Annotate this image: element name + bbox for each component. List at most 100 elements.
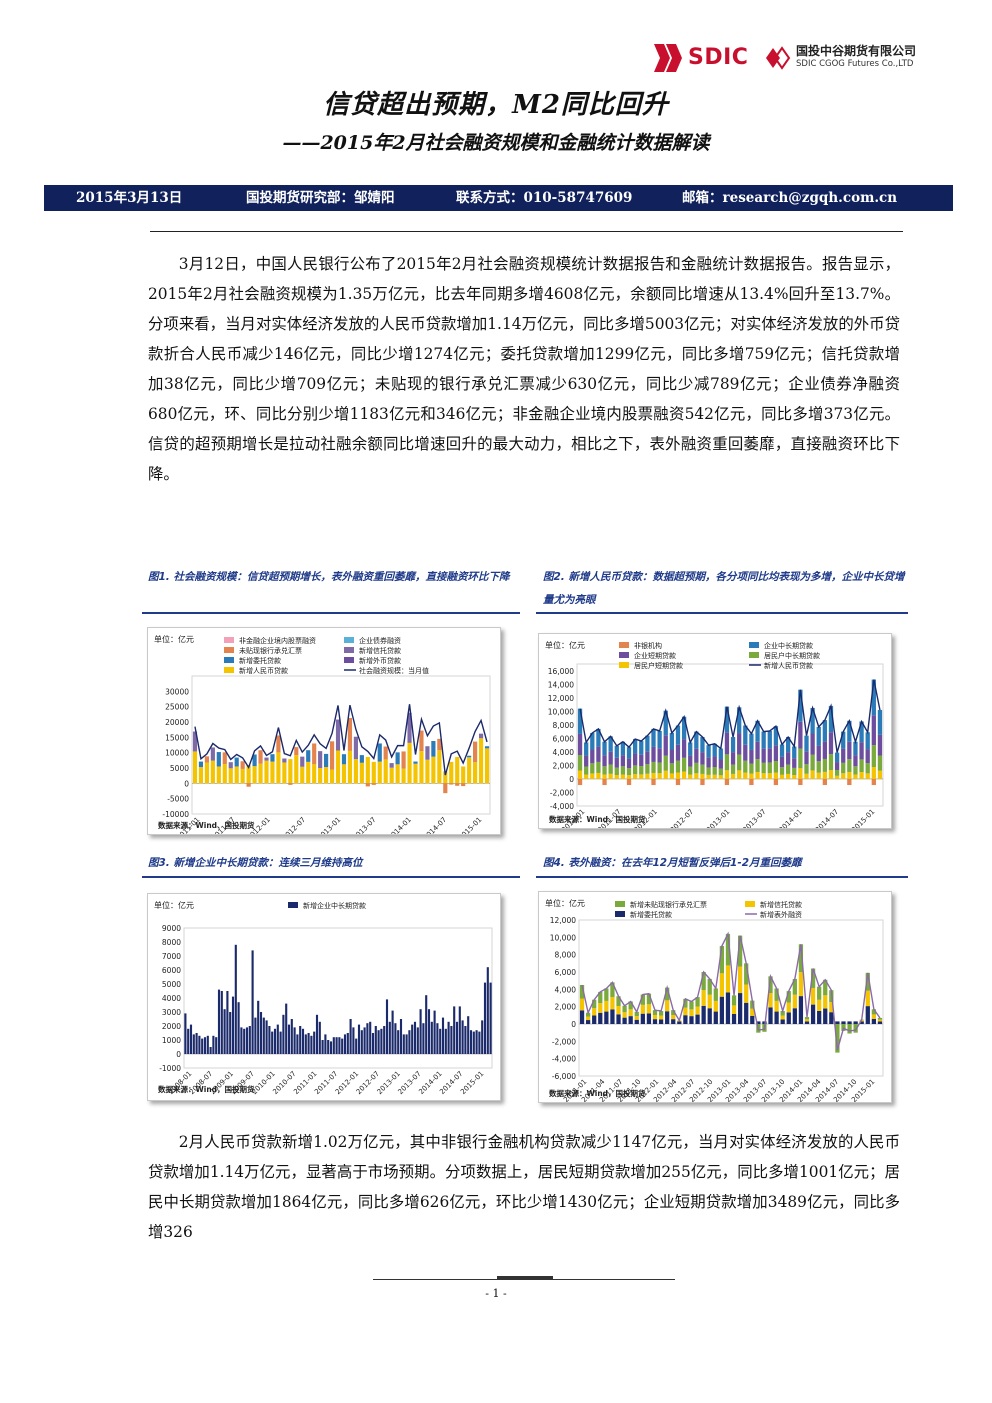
bar-off-balance	[437, 738, 442, 751]
bar-loan-component	[828, 705, 834, 733]
contact-email[interactable]: 邮箱：research@zgqh.com.cn	[682, 190, 898, 206]
bar-loan-component	[639, 774, 644, 779]
line-new-rmb-loans	[579, 679, 881, 753]
y-tick-label: 2000	[162, 1022, 181, 1031]
bar-loan-component	[608, 773, 613, 779]
bar-loan-component	[785, 773, 791, 779]
bar-corporate-long-loan	[447, 1021, 450, 1054]
bar-loan-component	[865, 732, 870, 750]
y-tick-label: 20000	[165, 718, 189, 727]
bar-off-balance	[312, 743, 317, 765]
bar-loan-component	[694, 773, 699, 779]
bar-bankers-acceptance	[646, 993, 652, 1005]
legend-swatch	[749, 642, 759, 648]
bar-loan-component	[681, 757, 687, 772]
bar-loan-component	[657, 748, 662, 763]
bar-corporate-long-loan	[307, 1033, 310, 1054]
source-label: 数据来源：Wind，国投期货	[158, 1084, 255, 1094]
y-tick-label: 8000	[162, 938, 181, 947]
bar-off-balance-negative	[443, 783, 448, 794]
bar-corporate-long-loan	[453, 1006, 456, 1054]
legend-swatch	[224, 667, 234, 673]
report-subtitle: ——2015年2月社会融资规模和金融统计数据解读	[282, 132, 710, 154]
bar-trust-loans	[731, 1005, 737, 1014]
bar-corporate-long-loan	[478, 1031, 481, 1054]
bar-rmb-loans	[473, 762, 478, 784]
bar-corporate-long-loan	[268, 1026, 271, 1054]
bar-loan-component	[614, 774, 619, 779]
bar-loan-component	[718, 775, 723, 779]
bar-trust-loans	[628, 1009, 633, 1017]
bar-loan-component	[749, 733, 754, 750]
bar-off-balance	[228, 762, 233, 769]
x-tick-label: 2014-01	[778, 808, 804, 828]
bar-loan-component	[877, 709, 883, 735]
bar-entrusted-loans	[695, 1014, 700, 1024]
legend-swatch	[224, 647, 234, 653]
bar-loan-component	[798, 748, 803, 769]
bar-trust-loans	[810, 987, 816, 1005]
y-tick-label: 8,000	[553, 721, 575, 730]
bar-off-balance	[467, 755, 472, 758]
y-tick-label: -6,000	[552, 1072, 576, 1081]
legend-label: 企业债券融资	[359, 636, 401, 645]
bar-corporate-long-loan	[355, 1038, 358, 1054]
bar-rmb-loans	[407, 742, 412, 784]
legend-label: 新增信托贷款	[359, 646, 401, 655]
bar-bankers-acceptance	[725, 933, 731, 966]
bar-loan-component	[632, 739, 638, 754]
bar-off-balance	[192, 731, 198, 752]
y-tick-label: 16,000	[548, 667, 574, 676]
bar-corporate-long-loan	[408, 1030, 411, 1054]
bar-entrusted-loans	[622, 1017, 627, 1024]
bar-loan-component	[749, 763, 754, 774]
bar-rmb-loans	[419, 751, 424, 784]
bar-loan-component	[804, 773, 809, 779]
bar-loan-component	[620, 755, 626, 767]
bar-loan-component	[853, 774, 858, 779]
bar-loan-component	[700, 752, 705, 765]
bar-loan-component	[810, 754, 815, 771]
bar-off-balance-negative	[449, 783, 454, 785]
y-tick-label: 12,000	[548, 694, 574, 703]
bar-loan-component	[773, 772, 779, 779]
bar-corporate-long-loan	[237, 1002, 240, 1054]
legend-label: 新增信托贷款	[760, 900, 802, 909]
x-tick-label: 2015-01	[850, 808, 876, 828]
unit-label: 单位：亿元	[545, 640, 585, 650]
bar-loan-component	[614, 767, 619, 775]
bar-rmb-loans	[478, 738, 484, 784]
bar-bankers-acceptance	[622, 1005, 627, 1013]
bar-entrusted-loans	[671, 1019, 676, 1024]
bar-corporate-long-loan	[229, 1012, 232, 1054]
x-tick-label: 2013-01	[316, 816, 342, 834]
bar-loan-component	[626, 758, 632, 769]
bar-rmb-loans	[413, 763, 418, 784]
bar-rmb-loans	[431, 756, 436, 784]
author: 国投期货研究部：邹婧阳	[246, 190, 395, 206]
x-tick-label: 2013-07	[351, 816, 377, 834]
bar-loan-component	[681, 716, 687, 740]
bar-corporate-long-loan	[369, 1021, 372, 1054]
bar-loan-component	[663, 770, 668, 779]
bar-loan-component	[841, 773, 846, 779]
bar-loan-component	[645, 751, 650, 765]
bar-loan-component	[737, 733, 742, 755]
bar-loan-component	[602, 755, 607, 767]
bar-corporate-long-loan	[296, 1034, 299, 1054]
bar-entrusted-loans	[798, 996, 804, 1024]
legend-swatch	[344, 657, 354, 663]
bar-rmb-loans	[222, 764, 227, 784]
bar-trust-loans	[768, 993, 773, 1008]
bar-loan-component	[712, 766, 717, 775]
unit-label: 单位：亿元	[154, 634, 194, 644]
bar-corporate-long-loan	[215, 1037, 218, 1054]
y-tick-label: -4,000	[552, 1055, 576, 1064]
bar-bankers-acceptance	[792, 978, 797, 995]
bar-loan-component	[865, 773, 870, 779]
bar-loan-component	[737, 754, 742, 771]
bar-corporate-long-loan	[380, 1028, 383, 1054]
bar-corporate-long-loan	[425, 995, 428, 1054]
bar-off-balance	[318, 751, 323, 768]
bar-loan-component	[761, 762, 766, 774]
